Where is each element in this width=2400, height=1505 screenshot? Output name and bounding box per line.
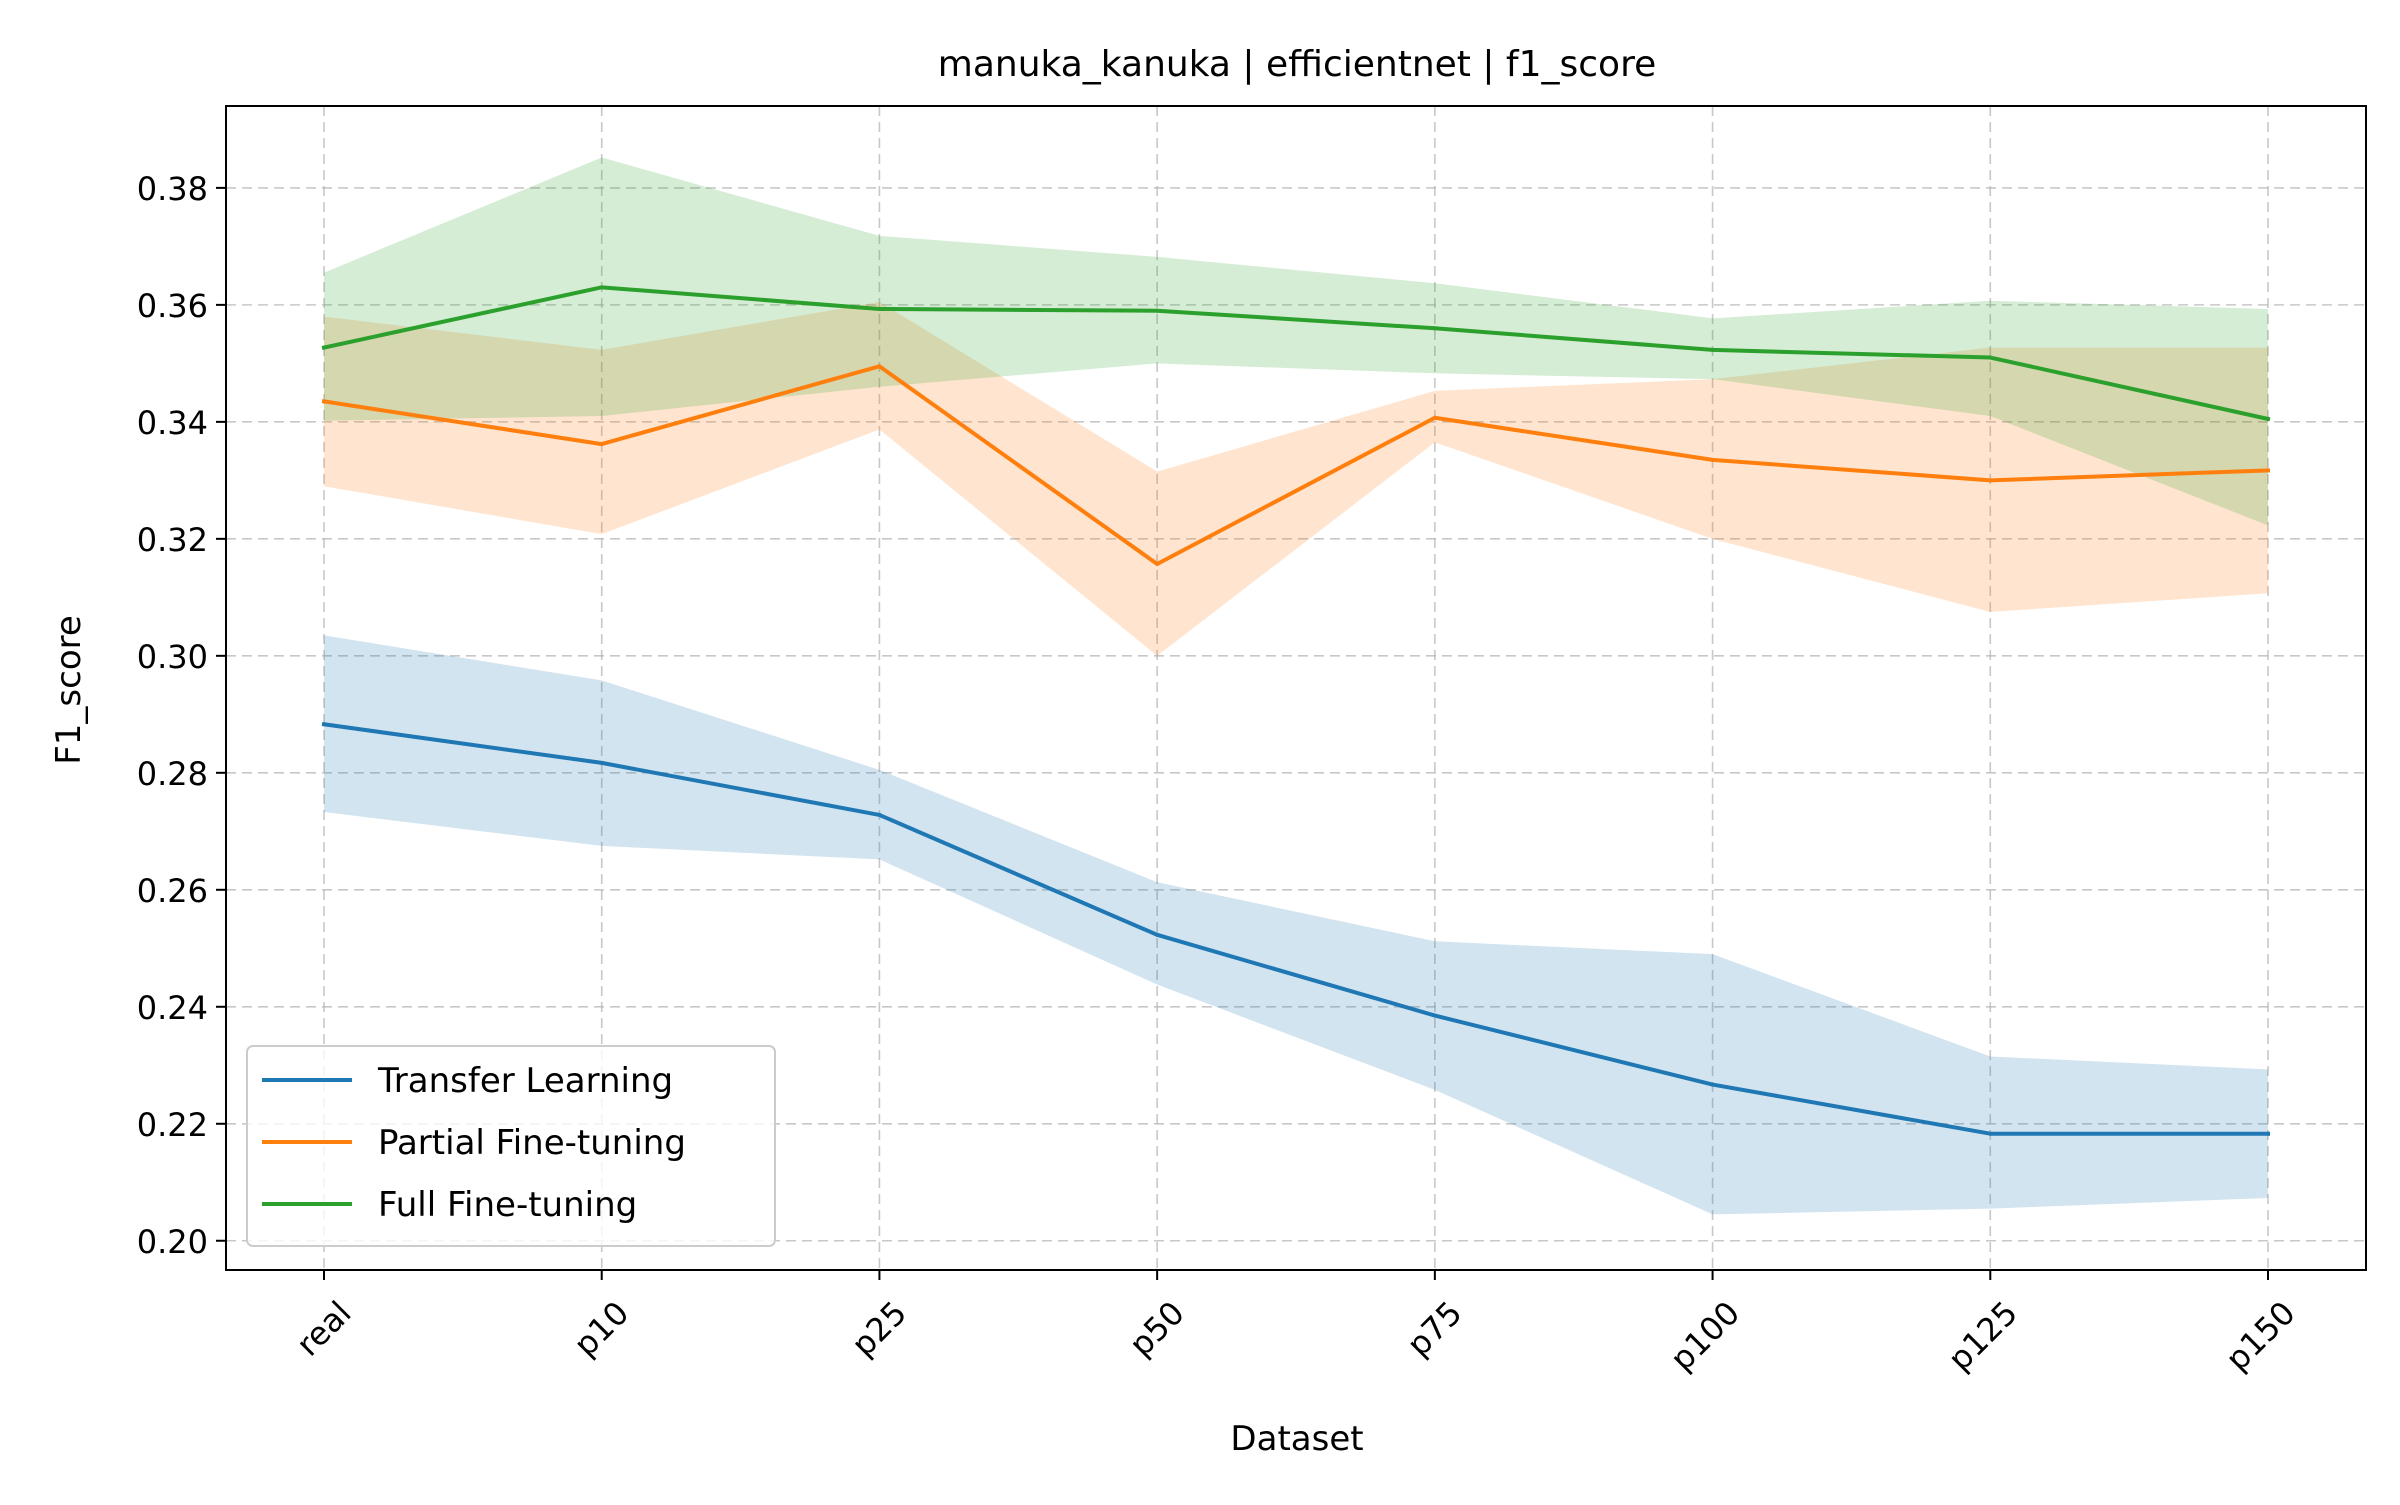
legend: Transfer Learning Partial Fine-tuning Full…	[246, 1045, 776, 1247]
data-point	[1432, 415, 1437, 420]
y-tick-label: 0.28	[137, 755, 208, 793]
series-lines	[321, 285, 2271, 1136]
data-point	[877, 812, 882, 817]
data-point	[2266, 1131, 2270, 1136]
y-tick-label: 0.36	[137, 287, 208, 325]
y-tick-label: 0.32	[137, 521, 208, 559]
grid	[226, 106, 2366, 1270]
legend-label-2: Full Fine-tuning	[378, 1185, 637, 1225]
data-point	[599, 442, 604, 447]
data-point	[1432, 1013, 1437, 1018]
data-point	[322, 722, 326, 727]
plot-frame	[225, 105, 2367, 1271]
y-axis-ticks: 0.20 0.22 0.24 0.26 0.28 0.30 0.32 0.34 0.36 0.38	[137, 170, 226, 1261]
y-tick-label: 0.30	[137, 638, 208, 676]
data-point	[1710, 347, 1715, 352]
y-tick-label: 0.24	[137, 989, 208, 1027]
y-tick-label: 0.34	[137, 404, 208, 442]
confidence-band-2	[324, 157, 2268, 526]
legend-box	[246, 1045, 776, 1247]
chart-title: manuka_kanuka | efficientnet | f1_score	[938, 44, 1656, 85]
data-point	[1988, 478, 1993, 483]
y-tick-label: 0.20	[137, 1223, 208, 1261]
legend-label-0: Transfer Learning	[377, 1061, 673, 1101]
y-tick-label: 0.38	[137, 170, 208, 208]
data-point	[599, 285, 604, 290]
data-point	[1155, 561, 1160, 566]
data-point	[1155, 932, 1160, 937]
data-point	[2266, 416, 2270, 421]
data-point	[1155, 308, 1160, 313]
data-point	[1988, 1131, 1993, 1136]
data-point	[322, 399, 326, 404]
data-point	[1710, 1082, 1715, 1087]
confidence-band-0	[324, 635, 2268, 1215]
data-point	[322, 345, 326, 350]
y-tick-label: 0.22	[137, 1106, 208, 1144]
data-point	[1988, 355, 1993, 360]
data-point	[877, 306, 882, 311]
series-line-0	[321, 722, 2270, 1136]
data-point	[1710, 457, 1715, 462]
data-point	[599, 760, 604, 765]
y-tick-label: 0.26	[137, 872, 208, 910]
data-point	[877, 364, 882, 369]
x-axis-label: Dataset	[1230, 1419, 1363, 1459]
series-line-1	[321, 364, 2271, 566]
series-line-2	[321, 285, 2271, 422]
legend-label-1: Partial Fine-tuning	[378, 1123, 686, 1163]
data-point	[2266, 468, 2270, 473]
y-axis-label: F1_score	[49, 615, 89, 765]
confidence-bands	[324, 157, 2268, 1215]
data-point	[1432, 326, 1437, 331]
confidence-band-1	[324, 301, 2268, 656]
